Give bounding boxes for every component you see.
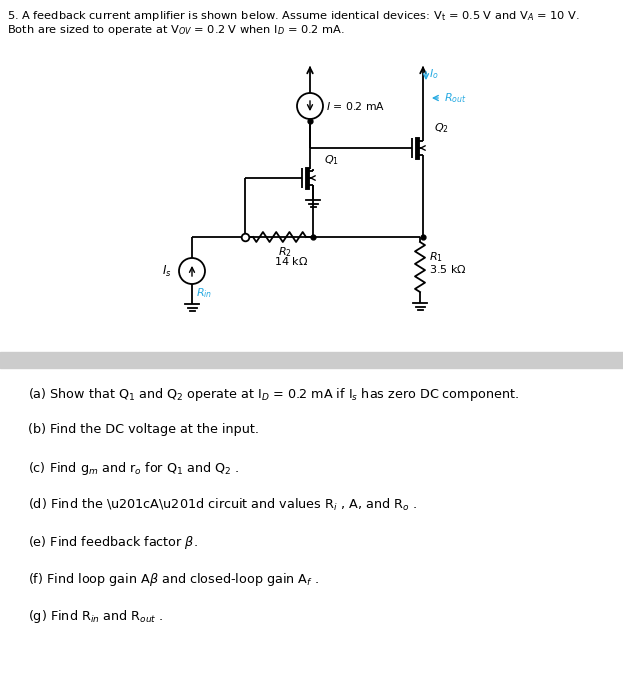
Bar	[0, 352, 623, 368]
Text: Both are sized to operate at V$_{OV}$ = 0.2 V when I$_D$ = 0.2 mA.: Both are sized to operate at V$_{OV}$ = …	[7, 23, 345, 37]
Text: $Q_2$: $Q_2$	[434, 121, 449, 135]
Text: (b) Find the DC voltage at the input.: (b) Find the DC voltage at the input.	[28, 423, 259, 436]
Text: (f) Find loop gain A$\beta$ and closed-loop gain A$_f$ .: (f) Find loop gain A$\beta$ and closed-l…	[28, 571, 319, 588]
Text: 5. A feedback current amplifier is shown below. Assume identical devices: V$_\ma: 5. A feedback current amplifier is shown…	[7, 9, 580, 23]
Text: $I_s$: $I_s$	[163, 263, 172, 279]
Text: $I$ = 0.2 mA: $I$ = 0.2 mA	[326, 100, 385, 112]
Text: (a) Show that Q$_1$ and Q$_2$ operate at I$_D$ = 0.2 mA if I$_s$ has zero DC com: (a) Show that Q$_1$ and Q$_2$ operate at…	[28, 386, 519, 403]
Text: $R_{in}$: $R_{in}$	[196, 286, 212, 300]
Text: $R_1$: $R_1$	[429, 250, 443, 264]
Text: $R_2$: $R_2$	[277, 245, 292, 259]
Text: $R_{out}$: $R_{out}$	[444, 91, 467, 105]
Text: 3.5 k$\Omega$: 3.5 k$\Omega$	[429, 263, 467, 275]
Text: (g) Find R$_{in}$ and R$_{out}$ .: (g) Find R$_{in}$ and R$_{out}$ .	[28, 608, 163, 625]
Text: 14 k$\Omega$: 14 k$\Omega$	[273, 255, 308, 267]
Text: $I_o$: $I_o$	[429, 67, 439, 80]
Text: (c) Find g$_m$ and r$_o$ for Q$_1$ and Q$_2$ .: (c) Find g$_m$ and r$_o$ for Q$_1$ and Q…	[28, 460, 240, 477]
Text: (e) Find feedback factor $\beta$.: (e) Find feedback factor $\beta$.	[28, 534, 198, 551]
Text: (d) Find the \u201cA\u201d circuit and values R$_i$ , A, and R$_o$ .: (d) Find the \u201cA\u201d circuit and v…	[28, 497, 417, 513]
Text: $Q_1$: $Q_1$	[324, 153, 339, 167]
